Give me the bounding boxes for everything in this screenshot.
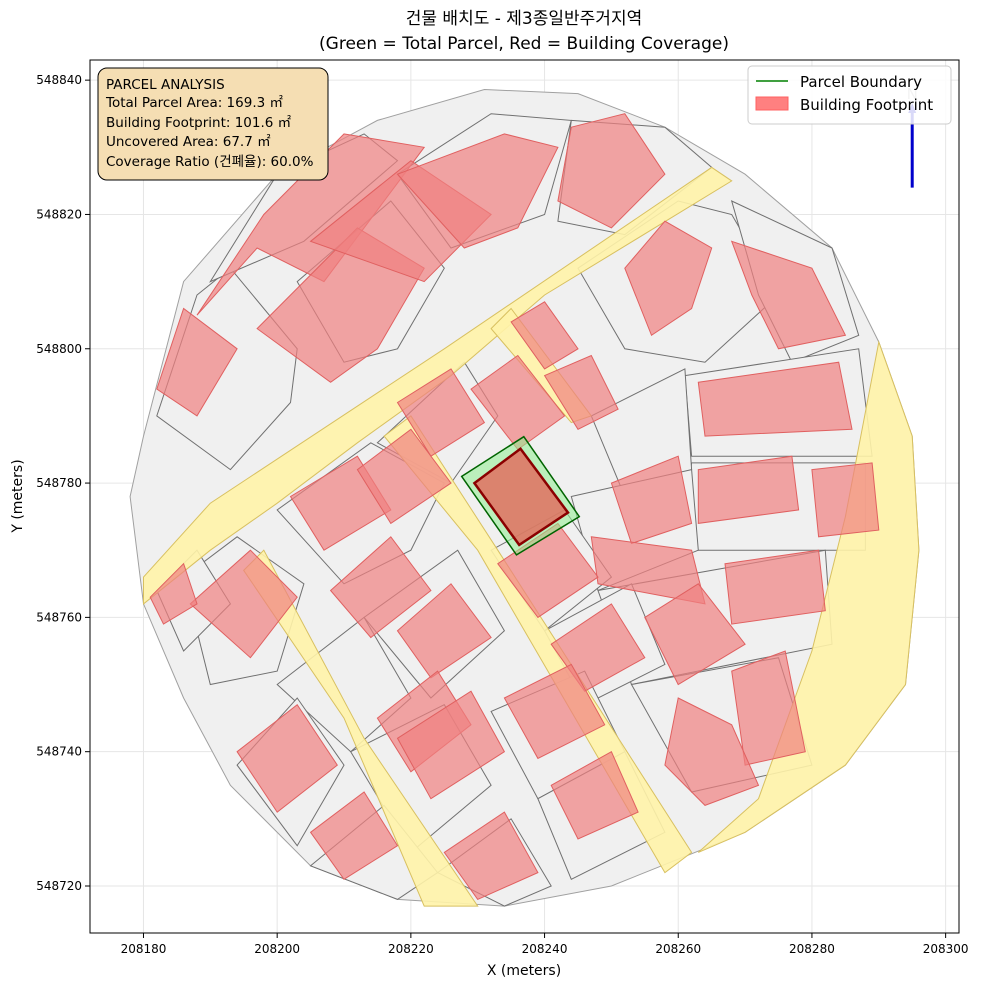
y-tick-label: 548740 [36, 745, 82, 759]
building-footprint [624, 220, 713, 337]
plot-frame [89, 59, 960, 934]
info-box: PARCEL ANALYSIS Total Parcel Area: 169.3… [97, 67, 329, 181]
road-segment [243, 549, 479, 907]
building-footprint [724, 549, 826, 625]
x-tick-label: 208200 [254, 942, 300, 956]
building-footprint [309, 791, 399, 880]
building-footprint [664, 697, 760, 806]
buildings-layer [149, 113, 880, 901]
info-building-footprint: Building Footprint: 101.6 ㎡ [106, 115, 292, 131]
x-tick-label: 208260 [655, 942, 701, 956]
info-total-area: Total Parcel Area: 169.3 ㎡ [105, 95, 283, 111]
building-footprint [470, 354, 566, 451]
chart-title-line2: (Green = Total Parcel, Red = Building Co… [319, 34, 729, 54]
building-footprint [396, 368, 486, 457]
building-footprint [396, 583, 492, 679]
building-footprint [697, 455, 800, 524]
x-axis-label: X (meters) [487, 963, 561, 979]
building-footprint [510, 301, 579, 370]
y-tick-label: 548780 [36, 476, 82, 490]
building-footprint [443, 811, 539, 901]
legend-parcel-label: Parcel Boundary [800, 73, 922, 91]
building-footprint [503, 663, 606, 760]
building-footprint [557, 113, 666, 229]
x-tick-label: 208300 [923, 942, 969, 956]
legend-building-swatch [755, 96, 789, 111]
y-tick-label: 548820 [36, 207, 82, 221]
info-box-background [97, 67, 329, 181]
info-title: PARCEL ANALYSIS [106, 77, 225, 93]
building-footprint [396, 133, 559, 249]
x-tick-label: 208240 [522, 942, 568, 956]
y-tick-label: 548760 [36, 610, 82, 624]
legend-building-label: Building Footprint [800, 96, 933, 114]
building-footprint [196, 133, 426, 316]
building-footprint [811, 462, 880, 538]
building-footprint [396, 690, 506, 800]
legend: Parcel Boundary Building Footprint [747, 65, 952, 125]
building-footprint [644, 583, 746, 686]
y-tick-label: 548800 [36, 342, 82, 356]
target-building-footprint[interactable] [472, 447, 570, 547]
building-footprint [543, 354, 619, 430]
building-footprint [156, 307, 238, 417]
building-footprint [329, 536, 432, 639]
x-axis-ticks: 208180 208200 208220 208240 208260 208280 2083… [121, 933, 969, 956]
building-footprint [189, 549, 298, 659]
y-tick-label: 548840 [36, 73, 82, 87]
info-coverage-ratio: Coverage Ratio (건폐율): 60.0% [106, 154, 314, 170]
x-tick-label: 208180 [121, 942, 167, 956]
building-footprint [731, 650, 806, 766]
x-tick-label: 208280 [789, 942, 835, 956]
building-footprint [356, 428, 452, 525]
x-tick-label: 208220 [388, 942, 434, 956]
building-footprint [236, 703, 338, 813]
building-footprint [149, 562, 198, 625]
y-axis-ticks: 548720 548740 548760 548780 548800 548820 5488… [36, 73, 90, 893]
legend-frame [747, 65, 952, 125]
info-uncovered-area: Uncovered Area: 67.7 ㎡ [106, 134, 271, 150]
y-axis-label: Y (meters) [10, 459, 26, 533]
building-footprint [730, 240, 847, 350]
building-footprint [550, 750, 639, 840]
building-footprint [697, 361, 853, 437]
chart-title-line1: 건물 배치도 - 제3종일반주거지역 [406, 9, 642, 29]
building-footprint [610, 455, 693, 545]
y-tick-label: 548720 [36, 879, 82, 893]
